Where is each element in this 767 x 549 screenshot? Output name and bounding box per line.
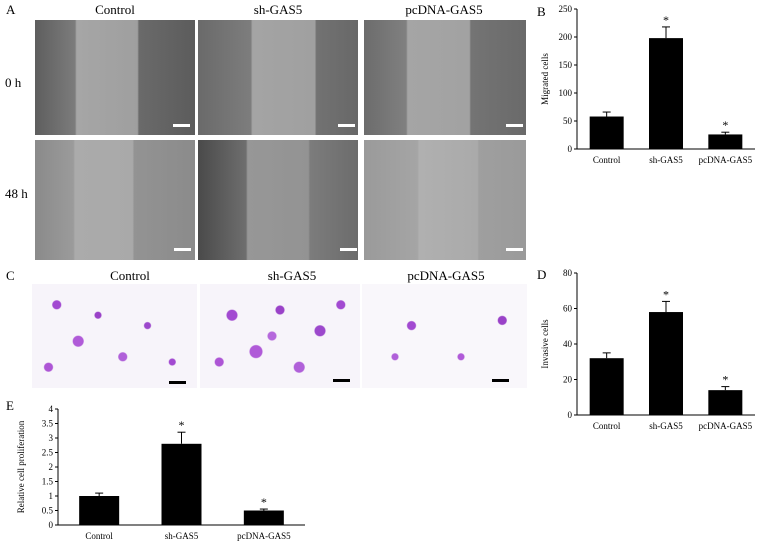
panel-a-col-control: Control	[95, 2, 135, 17]
chart-b: 0 50 100 150 200 250 Migrated cells Control * sh-…	[540, 4, 755, 165]
y-axis-label: Invasive cells	[540, 319, 550, 369]
significance-marker: *	[663, 287, 669, 301]
significance-marker: *	[722, 373, 728, 387]
bar	[708, 134, 743, 149]
x-tick-label: Control	[85, 531, 113, 541]
chart-e: 0 0.5 1 1.5 2 2.5 3 3.5 4 Relative cell prolifera…	[16, 404, 305, 541]
significance-marker: *	[179, 418, 185, 432]
panel-a-letter: A	[6, 2, 16, 17]
y-tick-label: 150	[559, 60, 573, 70]
y-tick-label: 0	[568, 144, 573, 154]
y-axis-label: Relative cell proliferation	[16, 420, 26, 513]
panel-c-col-pcdna: pcDNA-GAS5	[407, 268, 485, 283]
panel-a-row-48h: 48 h	[5, 186, 28, 201]
bar	[243, 510, 284, 525]
x-tick-label: pcDNA-GAS5	[699, 155, 753, 165]
y-tick-label: 250	[559, 4, 573, 14]
y-tick-label: 20	[563, 375, 573, 385]
wound-image-pcdna-0h	[364, 20, 526, 135]
y-tick-label: 0	[568, 410, 573, 420]
x-tick-label: Control	[593, 155, 621, 165]
bar	[589, 116, 624, 149]
y-tick-label: 50	[563, 116, 573, 126]
y-tick-label: 40	[563, 339, 573, 349]
panel-a-row-0h: 0 h	[5, 75, 22, 90]
bar	[649, 38, 683, 150]
wound-image-control-0h	[35, 20, 195, 135]
wound-image-shgas5-0h	[198, 20, 358, 135]
significance-marker: *	[663, 13, 669, 27]
y-tick-label: 4	[49, 404, 54, 414]
panel-a-col-pcdna: pcDNA-GAS5	[405, 2, 483, 17]
y-tick-label: 0	[49, 520, 54, 530]
y-tick-label: 3.5	[42, 419, 54, 429]
bar	[649, 312, 683, 415]
panel-c-letter: C	[6, 268, 15, 283]
panel-e-letter: E	[6, 398, 14, 413]
x-tick-label: Control	[593, 421, 621, 431]
transwell-image-pcdna	[362, 284, 527, 388]
y-tick-label: 60	[563, 304, 573, 314]
x-tick-label: pcDNA-GAS5	[699, 421, 753, 431]
panel-b-letter: B	[537, 4, 546, 19]
x-tick-label: pcDNA-GAS5	[237, 531, 291, 541]
y-tick-label: 80	[563, 268, 573, 278]
bar	[79, 496, 120, 525]
x-tick-label: sh-GAS5	[649, 155, 683, 165]
panel-d-letter: D	[537, 267, 547, 282]
bar	[161, 443, 202, 525]
panel-a-col-shgas5: sh-GAS5	[253, 2, 303, 17]
bar	[708, 390, 743, 415]
y-axis-label: Migrated cells	[540, 53, 550, 105]
y-tick-label: 100	[559, 88, 573, 98]
panel-c-col-control: Control	[110, 268, 150, 283]
panel-c-col-shgas5: sh-GAS5	[267, 268, 317, 283]
x-tick-label: sh-GAS5	[649, 421, 683, 431]
y-tick-label: 1.5	[42, 477, 54, 487]
y-tick-label: 0.5	[42, 506, 54, 516]
transwell-image-control	[32, 284, 197, 388]
significance-marker: *	[261, 495, 267, 509]
chart-d: 0 20 40 60 80 Invasive cells Control * sh-GAS5 * p…	[540, 268, 755, 431]
y-tick-label: 2.5	[42, 448, 54, 458]
significance-marker: *	[722, 118, 728, 132]
x-tick-label: sh-GAS5	[165, 531, 199, 541]
y-tick-label: 2	[49, 462, 54, 472]
wound-image-pcdna-48h	[364, 140, 526, 260]
transwell-image-shgas5	[200, 284, 360, 388]
bar	[589, 358, 624, 415]
y-tick-label: 3	[49, 433, 54, 443]
wound-image-control-48h	[35, 140, 195, 260]
y-tick-label: 1	[49, 491, 54, 501]
wound-image-shgas5-48h	[198, 140, 358, 260]
y-tick-label: 200	[559, 32, 573, 42]
